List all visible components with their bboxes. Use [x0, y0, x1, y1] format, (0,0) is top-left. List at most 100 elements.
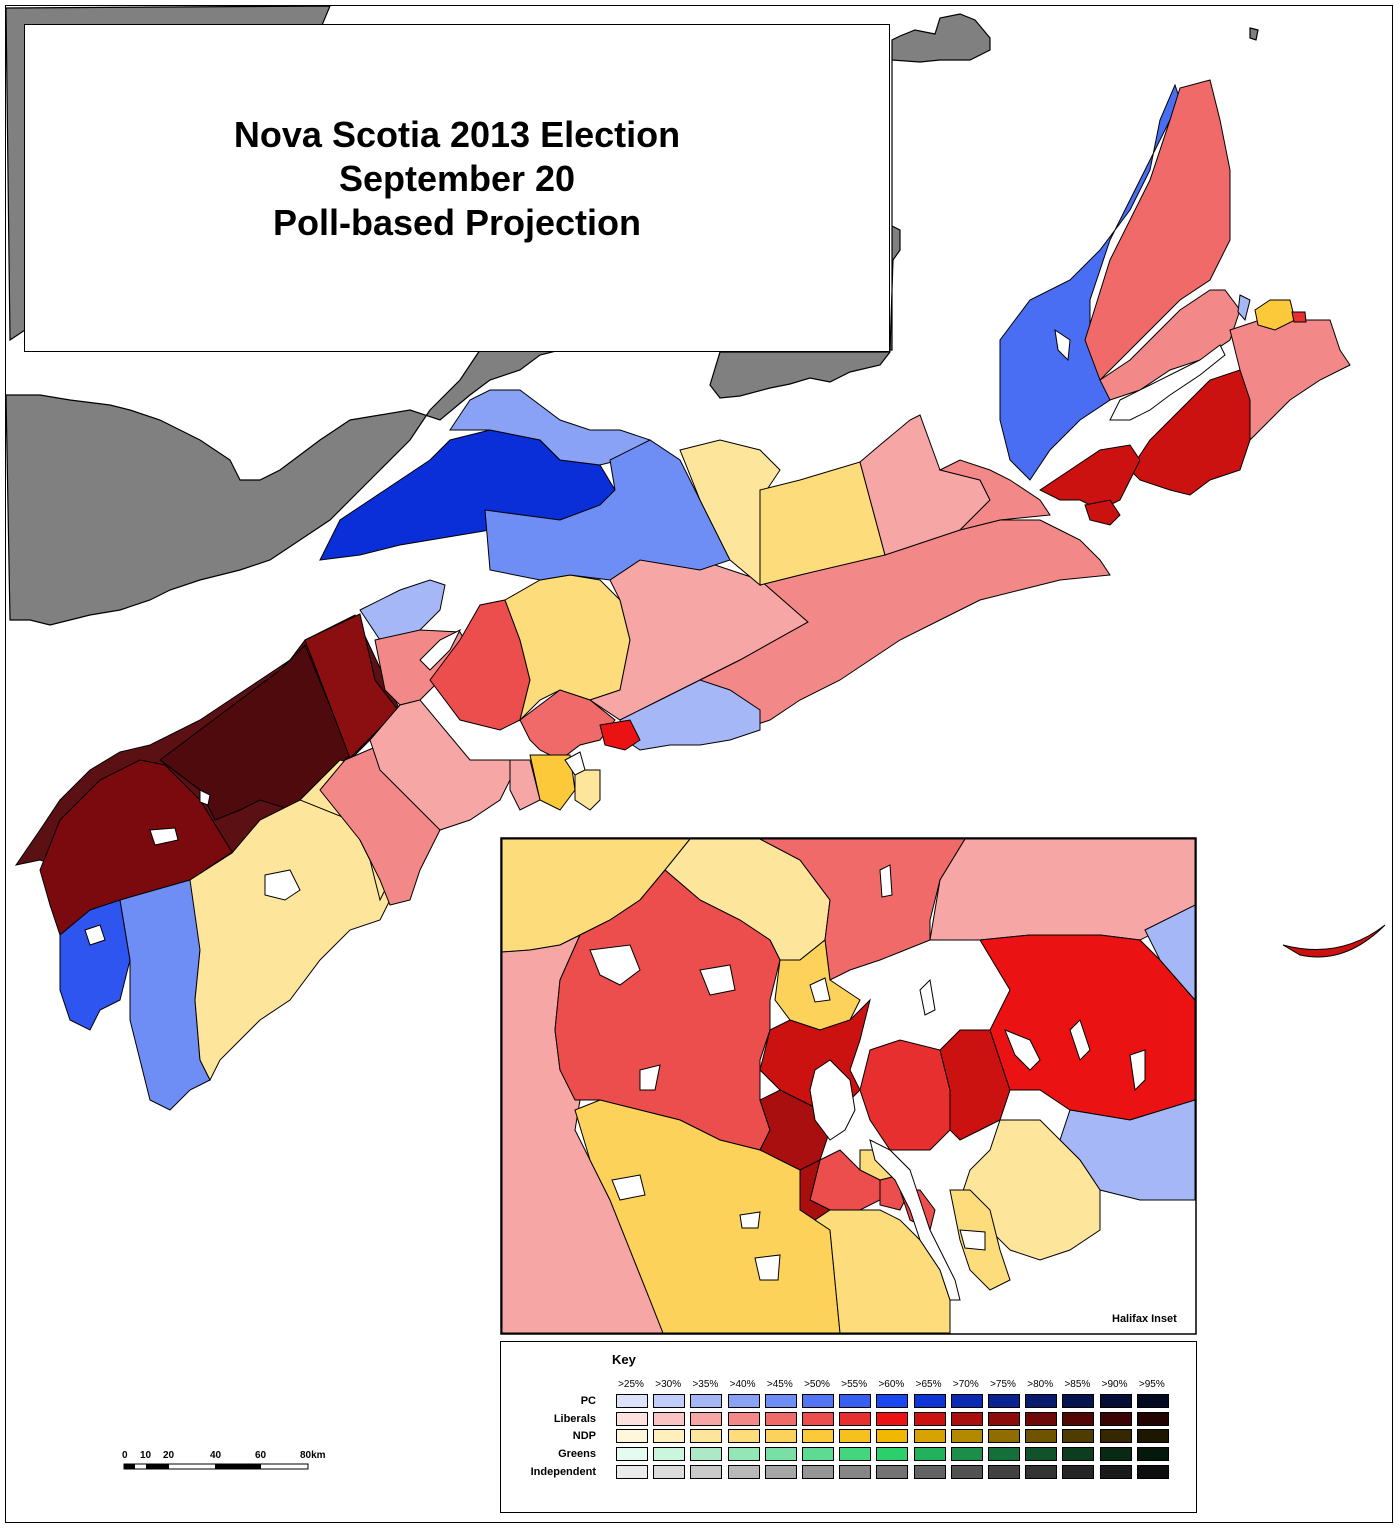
key-swatch	[1062, 1447, 1095, 1462]
title-box: Nova Scotia 2013 Election September 20 P…	[24, 24, 890, 352]
key-row-label: Liberals	[553, 1412, 596, 1425]
key-swatch	[727, 1464, 760, 1479]
key-swatch	[616, 1429, 648, 1444]
key-swatch	[913, 1429, 946, 1444]
key-swatch	[1136, 1429, 1169, 1444]
pei	[709, 351, 892, 399]
key-swatch	[1136, 1464, 1169, 1479]
key-swatch	[988, 1429, 1020, 1444]
key-threshold: >85%	[1064, 1379, 1091, 1390]
key-swatch	[1136, 1394, 1169, 1408]
key-swatch	[653, 1394, 686, 1408]
bras-dor-lake	[1109, 344, 1226, 421]
key-swatch	[913, 1464, 946, 1479]
inset-lake-i	[1129, 1049, 1146, 1092]
key-swatch	[876, 1447, 909, 1462]
riding-dartmouth-main	[599, 719, 641, 751]
scale-label: 60	[255, 1450, 267, 1461]
key-swatch	[1099, 1464, 1132, 1479]
key-threshold: >30%	[655, 1379, 682, 1390]
riding-yarmouth	[59, 899, 131, 1031]
key-swatch	[1099, 1411, 1132, 1426]
key-swatch	[690, 1429, 723, 1444]
map-frame	[5, 5, 1393, 1523]
key-threshold: >25%	[618, 1379, 644, 1390]
key-swatch	[616, 1447, 648, 1462]
inset-lake-j	[919, 978, 936, 1016]
riding-cumberland-north	[449, 389, 652, 466]
riding-inverness	[999, 83, 1181, 481]
key-threshold: >45%	[766, 1379, 793, 1390]
key-threshold: >35%	[692, 1379, 719, 1390]
key-swatch	[764, 1429, 797, 1444]
scale-label: 10	[140, 1450, 152, 1461]
lake-1	[1054, 328, 1071, 362]
riding-lunenburg	[369, 699, 521, 831]
ridings-cape-breton	[999, 79, 1351, 526]
key-swatch	[690, 1464, 723, 1479]
water-features	[84, 328, 1226, 946]
key-swatch	[1062, 1429, 1095, 1444]
key-swatch	[1099, 1447, 1132, 1462]
scale-label: 80km	[300, 1450, 326, 1461]
cape-breton-north-island	[1249, 27, 1259, 41]
key-swatch	[653, 1411, 686, 1426]
key-swatch	[802, 1447, 834, 1462]
key-swatch	[616, 1411, 648, 1426]
title-line-3: Poll-based Projection	[272, 202, 642, 243]
minas-basin	[419, 628, 462, 671]
key-swatch	[764, 1411, 797, 1426]
key-swatch	[690, 1447, 723, 1462]
key-threshold: >40%	[729, 1379, 756, 1390]
riding-lunenburg-east-main	[509, 759, 541, 811]
key-swatch	[1099, 1429, 1132, 1444]
key-threshold: >65%	[915, 1379, 942, 1390]
riding-kings-west	[304, 613, 399, 759]
inset-lake-c	[639, 1064, 661, 1091]
key-swatch	[1025, 1464, 1058, 1479]
key-swatch	[727, 1394, 760, 1408]
inset-lake-k	[879, 864, 893, 898]
title-line-2: September 20	[338, 158, 576, 199]
key-swatch	[1025, 1447, 1058, 1462]
key-swatch	[1062, 1464, 1095, 1479]
riding-isle-madame	[1084, 499, 1121, 526]
key-threshold: >55%	[841, 1379, 868, 1390]
key-swatch	[950, 1394, 983, 1408]
title-line-1: Nova Scotia 2013 Election	[233, 114, 681, 155]
key-swatch	[988, 1464, 1020, 1479]
riding-richmond	[1039, 444, 1141, 511]
key-row-pc: PC	[501, 1394, 1191, 1408]
riding-cape-breton-south	[1129, 369, 1251, 496]
scale-label: 0	[122, 1450, 128, 1461]
bedford-basin	[809, 1059, 856, 1141]
inset-label: Halifax Inset	[1112, 1313, 1177, 1325]
key-row-ndp: NDP	[501, 1429, 1191, 1444]
key-swatch	[1025, 1429, 1058, 1444]
inset-dartmouth-north	[859, 1039, 951, 1151]
key-swatch	[839, 1464, 872, 1479]
key-swatch	[1025, 1411, 1058, 1426]
key-threshold: >60%	[878, 1379, 905, 1390]
scale-label: 20	[163, 1450, 175, 1461]
inset-preston-east	[1144, 904, 1196, 1002]
key-swatch	[1062, 1411, 1095, 1426]
key-swatch	[913, 1447, 946, 1462]
key-swatch	[950, 1464, 983, 1479]
bedford-basin-main	[564, 751, 586, 776]
inset-lake-g	[1004, 1029, 1041, 1071]
key-threshold: >70%	[952, 1379, 979, 1390]
key-swatch	[839, 1429, 872, 1444]
lake-2	[149, 827, 179, 846]
key-swatch	[653, 1447, 686, 1462]
key-row-independent: Independent	[501, 1464, 1191, 1479]
key-swatch	[913, 1411, 946, 1426]
key-swatch	[988, 1394, 1020, 1408]
key-row-greens: Greens	[501, 1447, 1191, 1462]
key-row-label: PC	[580, 1395, 596, 1407]
key-swatch	[653, 1464, 686, 1479]
key-swatch	[1099, 1394, 1132, 1408]
key-threshold: >90%	[1101, 1379, 1128, 1390]
new-brunswick-south	[5, 13, 991, 626]
key-row-label: NDP	[572, 1430, 596, 1443]
